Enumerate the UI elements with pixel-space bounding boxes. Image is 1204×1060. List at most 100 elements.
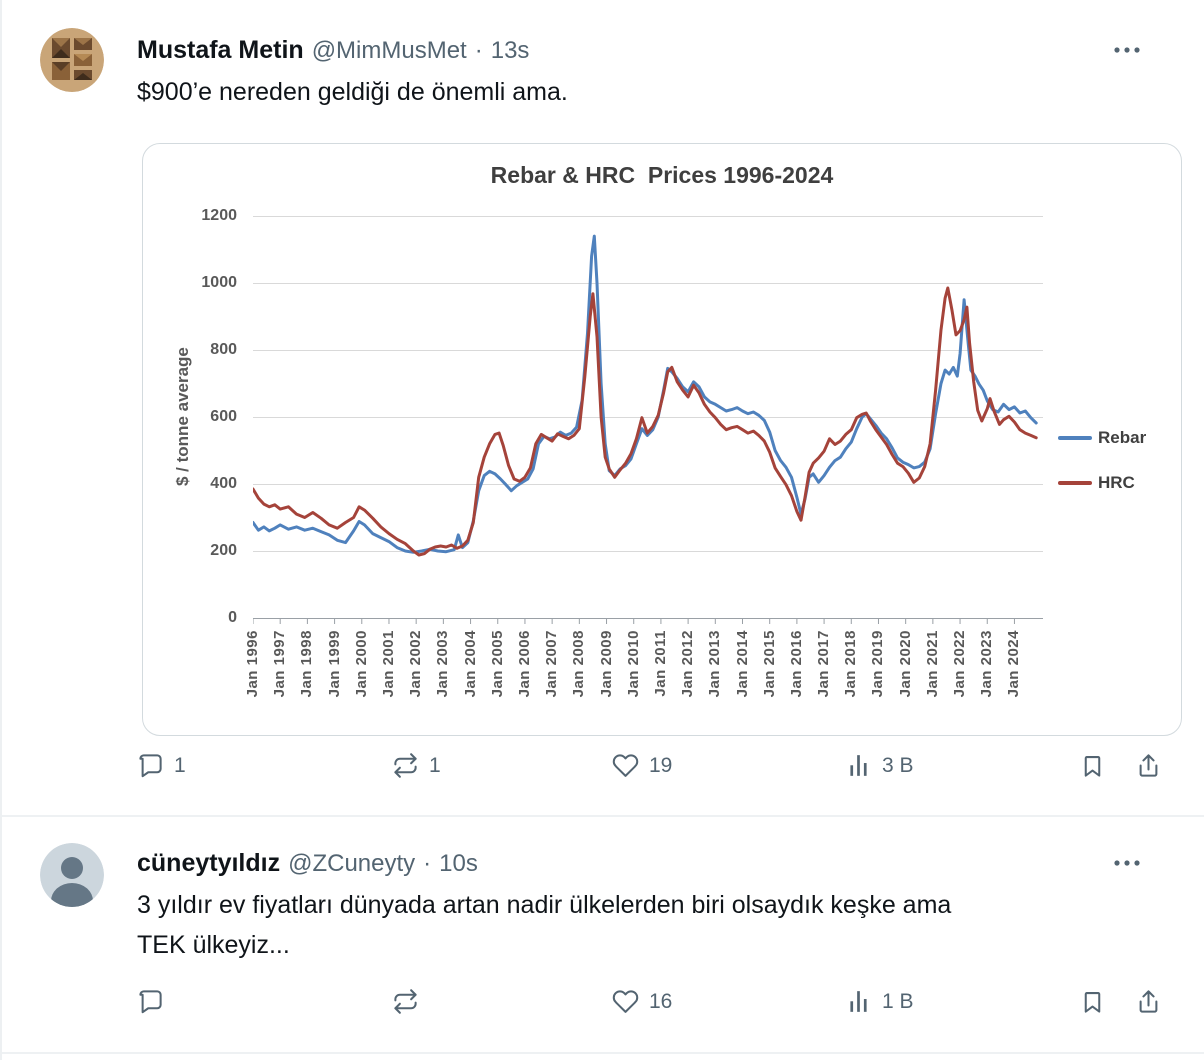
views-count: 3 B <box>882 753 914 777</box>
x-tick-label: Jan 2004 <box>461 630 479 698</box>
x-tick-label: Jan 1998 <box>298 630 316 698</box>
tweet-actions: 1 1 19 3 B <box>137 752 1172 792</box>
y-tick-label: 400 <box>210 475 237 492</box>
like-button[interactable]: 16 <box>612 988 672 1015</box>
tweet-text: $900’e nereden geldiği de önemli ama. <box>137 72 1147 112</box>
tweet-text-line: $900’e nereden geldiği de önemli ama. <box>137 78 568 106</box>
y-tick-label: 1000 <box>201 274 237 291</box>
x-tick-label: Jan 2008 <box>570 630 588 698</box>
heart-icon <box>612 754 639 777</box>
tweet-actions: 16 1 B <box>137 988 1172 1028</box>
x-tick-label: Jan 1996 <box>244 630 261 698</box>
share-button[interactable] <box>1135 988 1162 1015</box>
bookmark-icon <box>1084 756 1101 777</box>
like-count: 16 <box>649 989 673 1013</box>
more-button[interactable] <box>1110 38 1144 62</box>
tweet-header: Mustafa Metin @MimMusMet · 13s <box>137 36 529 65</box>
author-name[interactable]: cüneytyıldız <box>137 849 281 877</box>
legend-label-rebar: Rebar <box>1098 428 1147 447</box>
x-tick-label: Jan 2011 <box>651 630 669 697</box>
x-tick-label: Jan 2006 <box>515 630 533 698</box>
y-tick-label: 600 <box>210 408 237 425</box>
x-tick-label: Jan 2003 <box>434 630 452 698</box>
like-button[interactable]: 19 <box>612 752 672 779</box>
x-tick-label: Jan 2022 <box>951 630 969 698</box>
share-button[interactable] <box>1135 752 1162 779</box>
tweet-text-line: 3 yıldır ev fiyatları dünyada artan nadi… <box>137 891 952 919</box>
tweet-timestamp[interactable]: 10s <box>439 850 478 877</box>
analytics-bars-icon <box>850 755 867 776</box>
ellipsis-icon <box>1114 47 1140 53</box>
x-tick-label: Jan 2009 <box>597 630 615 698</box>
repost-button[interactable]: 1 <box>392 752 441 779</box>
tweet-text-line: TEK ülkeyiz... <box>137 931 290 959</box>
x-tick-label: Jan 2018 <box>842 630 860 698</box>
reply-icon <box>139 754 162 778</box>
share-icon <box>1139 990 1158 1013</box>
reply-button[interactable]: 1 <box>137 752 186 779</box>
x-tick-label: Jan 2007 <box>543 630 561 698</box>
x-tick-label: Jan 2012 <box>679 630 697 698</box>
heart-icon <box>612 990 639 1013</box>
repost-icon <box>394 753 417 778</box>
x-tick-label: Jan 2015 <box>760 630 778 698</box>
tweet-media-chart[interactable]: Rebar & HRC Prices 1996-2024 $ / tonne a… <box>142 143 1182 736</box>
avatar[interactable] <box>40 28 104 92</box>
tweet-header: cüneytyıldız @ZCuneyty · 10s <box>137 849 478 878</box>
bookmark-icon <box>1084 992 1101 1013</box>
legend-swatch-rebar <box>1058 436 1092 440</box>
x-tick-label: Jan 2021 <box>923 630 941 698</box>
chart-plot-area <box>253 216 1043 624</box>
x-tick-label: Jan 2016 <box>787 630 805 698</box>
author-handle[interactable]: @ZCuneyty <box>288 850 416 877</box>
chart-title: Rebar & HRC Prices 1996-2024 <box>490 162 834 188</box>
x-tick-label: Jan 2010 <box>624 630 642 698</box>
x-tick-label: Jan 2002 <box>407 630 425 698</box>
avatar[interactable] <box>40 843 104 907</box>
views-button[interactable]: 1 B <box>845 988 914 1015</box>
tweet-divider <box>2 815 1204 817</box>
y-tick-label: 800 <box>210 341 237 358</box>
author-handle[interactable]: @MimMusMet <box>311 37 467 64</box>
reply-button[interactable] <box>137 988 174 1015</box>
bookmark-button[interactable] <box>1079 752 1106 779</box>
x-tick-label: Jan 2023 <box>978 630 996 698</box>
x-tick-label: Jan 2014 <box>733 630 751 698</box>
bookmark-button[interactable] <box>1079 988 1106 1015</box>
x-tick-label: Jan 2017 <box>815 630 833 698</box>
x-tick-label: Jan 2001 <box>379 630 397 698</box>
ellipsis-icon <box>1114 860 1140 866</box>
legend-entry-rebar: Rebar <box>1058 428 1146 448</box>
x-tick-label: Jan 2019 <box>869 630 887 698</box>
x-tick-label: Jan 2013 <box>706 630 724 698</box>
reply-icon <box>139 990 162 1014</box>
default-avatar-silhouette-image <box>40 843 104 907</box>
x-tick-label: Jan 2024 <box>1005 630 1023 698</box>
reply-count: 1 <box>174 753 186 777</box>
x-tick-label: Jan 2020 <box>896 630 914 698</box>
repost-icon <box>394 989 417 1014</box>
y-tick-label: 200 <box>210 542 237 559</box>
y-tick-label: 1200 <box>201 207 237 224</box>
avatar-kufic-pattern-image <box>40 28 104 92</box>
x-tick-label: Jan 2000 <box>352 630 370 698</box>
share-icon <box>1139 754 1158 777</box>
hrc-line <box>253 286 1038 557</box>
meta-separator: · <box>423 850 432 877</box>
repost-button[interactable] <box>392 988 429 1015</box>
x-tick-label: Jan 2005 <box>488 630 506 698</box>
legend-swatch-hrc <box>1058 481 1092 485</box>
like-count: 19 <box>649 753 673 777</box>
x-tick-label: Jan 1997 <box>271 630 289 698</box>
repost-count: 1 <box>429 753 441 777</box>
legend-label-hrc: HRC <box>1098 473 1135 492</box>
views-button[interactable]: 3 B <box>845 752 914 779</box>
legend-entry-hrc: HRC <box>1058 473 1135 493</box>
tweet-divider <box>2 1052 1204 1054</box>
author-name[interactable]: Mustafa Metin <box>137 36 304 64</box>
tweet-text: 3 yıldır ev fiyatları dünyada artan nadi… <box>137 885 1157 965</box>
more-button[interactable] <box>1110 851 1144 875</box>
tweet-timestamp[interactable]: 13s <box>490 37 530 64</box>
views-count: 1 B <box>882 989 914 1013</box>
